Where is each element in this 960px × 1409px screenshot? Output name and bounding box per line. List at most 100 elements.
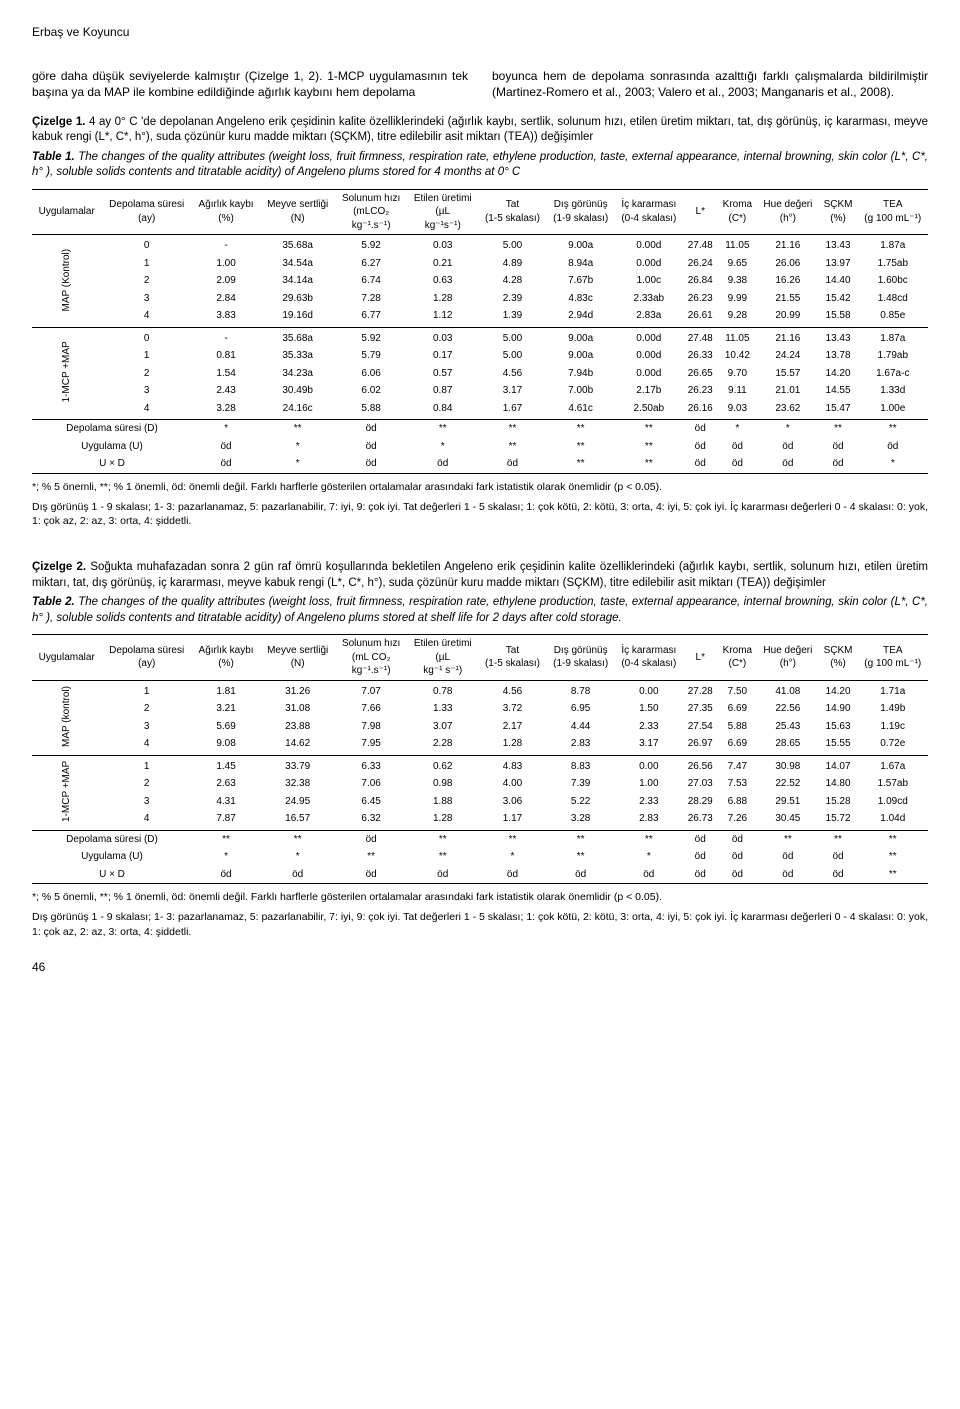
- table-cell: 1.81: [192, 680, 260, 700]
- table-cell: 34.23a: [260, 365, 335, 383]
- table-cell: 23.62: [757, 400, 818, 420]
- table-stats-cell: öd: [260, 866, 335, 884]
- table-cell: 1.54: [192, 365, 260, 383]
- table-stats-cell: **: [335, 848, 407, 866]
- table-stats-cell: **: [757, 830, 818, 848]
- table-cell: 6.69: [718, 700, 758, 718]
- table-stats-cell: **: [407, 420, 478, 438]
- table-stats-cell: *: [478, 848, 546, 866]
- table-cell: 28.29: [683, 793, 718, 811]
- table-cell: 7.66: [335, 700, 407, 718]
- table-cell: 9.11: [718, 382, 758, 400]
- table-cell: 35.33a: [260, 347, 335, 365]
- table-stats-cell: **: [615, 438, 683, 456]
- table-stats-cell: **: [819, 420, 858, 438]
- table-stats-cell: öd: [547, 866, 615, 884]
- table-stats-cell: *: [260, 438, 335, 456]
- table-column-header: Ağırlık kaybı(%): [192, 189, 260, 235]
- table-cell: 7.95: [335, 735, 407, 755]
- table-cell: 6.02: [335, 382, 407, 400]
- table-stats-cell: öd: [858, 438, 928, 456]
- table-stats-cell: öd: [335, 455, 407, 473]
- table-cell: 7.26: [718, 810, 758, 830]
- table-cell: 9.00a: [547, 235, 615, 255]
- table-cell: 27.28: [683, 680, 718, 700]
- table-stats-cell: **: [192, 830, 260, 848]
- table-cell: 9.00a: [547, 327, 615, 347]
- table-cell: 2.39: [478, 290, 546, 308]
- table-cell: 4: [101, 307, 192, 327]
- table-column-header: Uygulamalar: [32, 189, 101, 235]
- table-stats-cell: öd: [478, 455, 546, 473]
- table-stats-cell: **: [858, 830, 928, 848]
- table-cell: 0.63: [407, 272, 478, 290]
- table-cell: 4: [101, 810, 192, 830]
- table-cell: 27.35: [683, 700, 718, 718]
- table-column-header: Tat(1-5 skalası): [478, 189, 546, 235]
- table-cell: 14.40: [819, 272, 858, 290]
- table-cell: 0.00d: [615, 327, 683, 347]
- table-cell: 9.65: [718, 255, 758, 273]
- table-stats-label: Depolama süresi (D): [32, 830, 192, 848]
- table-cell: 6.77: [335, 307, 407, 327]
- table-column-header: Uygulamalar: [32, 635, 101, 681]
- table-cell: 30.98: [757, 755, 818, 775]
- table-column-header: İç kararması(0-4 skalası): [615, 189, 683, 235]
- table-cell: 1.67a-c: [858, 365, 928, 383]
- table-cell: 6.74: [335, 272, 407, 290]
- table-stats-cell: öd: [718, 866, 758, 884]
- table-cell: 28.65: [757, 735, 818, 755]
- table-cell: 10.42: [718, 347, 758, 365]
- table-cell: 1.67a: [858, 755, 928, 775]
- table-cell: 4.83c: [547, 290, 615, 308]
- table-cell: 34.54a: [260, 255, 335, 273]
- table-cell: 26.84: [683, 272, 718, 290]
- table-cell: 4.31: [192, 793, 260, 811]
- page-header-author: Erbaş ve Koyuncu: [32, 24, 928, 40]
- table-stats-cell: *: [718, 420, 758, 438]
- table-group-label: 1-MCP +MAP: [32, 327, 101, 420]
- table-cell: 11.05: [718, 235, 758, 255]
- table-stats-cell: öd: [683, 420, 718, 438]
- table-cell: 0.78: [407, 680, 478, 700]
- table-cell: 1.67: [478, 400, 546, 420]
- table-cell: 26.56: [683, 755, 718, 775]
- table-cell: 0.00d: [615, 365, 683, 383]
- table-stats-cell: *: [192, 848, 260, 866]
- table-cell: 19.16d: [260, 307, 335, 327]
- table-cell: 7.00b: [547, 382, 615, 400]
- table-cell: 7.67b: [547, 272, 615, 290]
- table-column-header: Solunum hızı(mL CO₂kg⁻¹.s⁻¹): [335, 635, 407, 681]
- table-cell: 23.88: [260, 718, 335, 736]
- table-cell: 5.00: [478, 327, 546, 347]
- table-cell: 0: [101, 327, 192, 347]
- table-cell: 6.27: [335, 255, 407, 273]
- table-cell: 1.71a: [858, 680, 928, 700]
- table-column-header: Meyve sertliği(N): [260, 635, 335, 681]
- table-stats-cell: öd: [683, 455, 718, 473]
- table-cell: 5.92: [335, 235, 407, 255]
- table-cell: 2: [101, 365, 192, 383]
- table-cell: 6.45: [335, 793, 407, 811]
- table-stats-cell: öd: [819, 866, 858, 884]
- table-cell: 8.78: [547, 680, 615, 700]
- table-column-header: İç kararması(0-4 skalası): [615, 635, 683, 681]
- table-cell: 1.49b: [858, 700, 928, 718]
- table-stats-cell: öd: [718, 830, 758, 848]
- table-cell: 1.28: [478, 735, 546, 755]
- table-stats-cell: **: [547, 830, 615, 848]
- table-cell: 4.56: [478, 365, 546, 383]
- table-cell: 2.28: [407, 735, 478, 755]
- table-cell: 1: [101, 347, 192, 365]
- table-column-header: Hue değeri(h°): [757, 189, 818, 235]
- table-stats-cell: **: [260, 420, 335, 438]
- table-cell: 15.47: [819, 400, 858, 420]
- table-cell: 3: [101, 718, 192, 736]
- table-cell: 21.16: [757, 235, 818, 255]
- table-stats-cell: **: [478, 420, 546, 438]
- table-cell: 1.87a: [858, 327, 928, 347]
- table-cell: 1.75ab: [858, 255, 928, 273]
- table-group-label: MAP (Kontrol): [32, 235, 101, 328]
- table-cell: 3.21: [192, 700, 260, 718]
- table-cell: 27.03: [683, 775, 718, 793]
